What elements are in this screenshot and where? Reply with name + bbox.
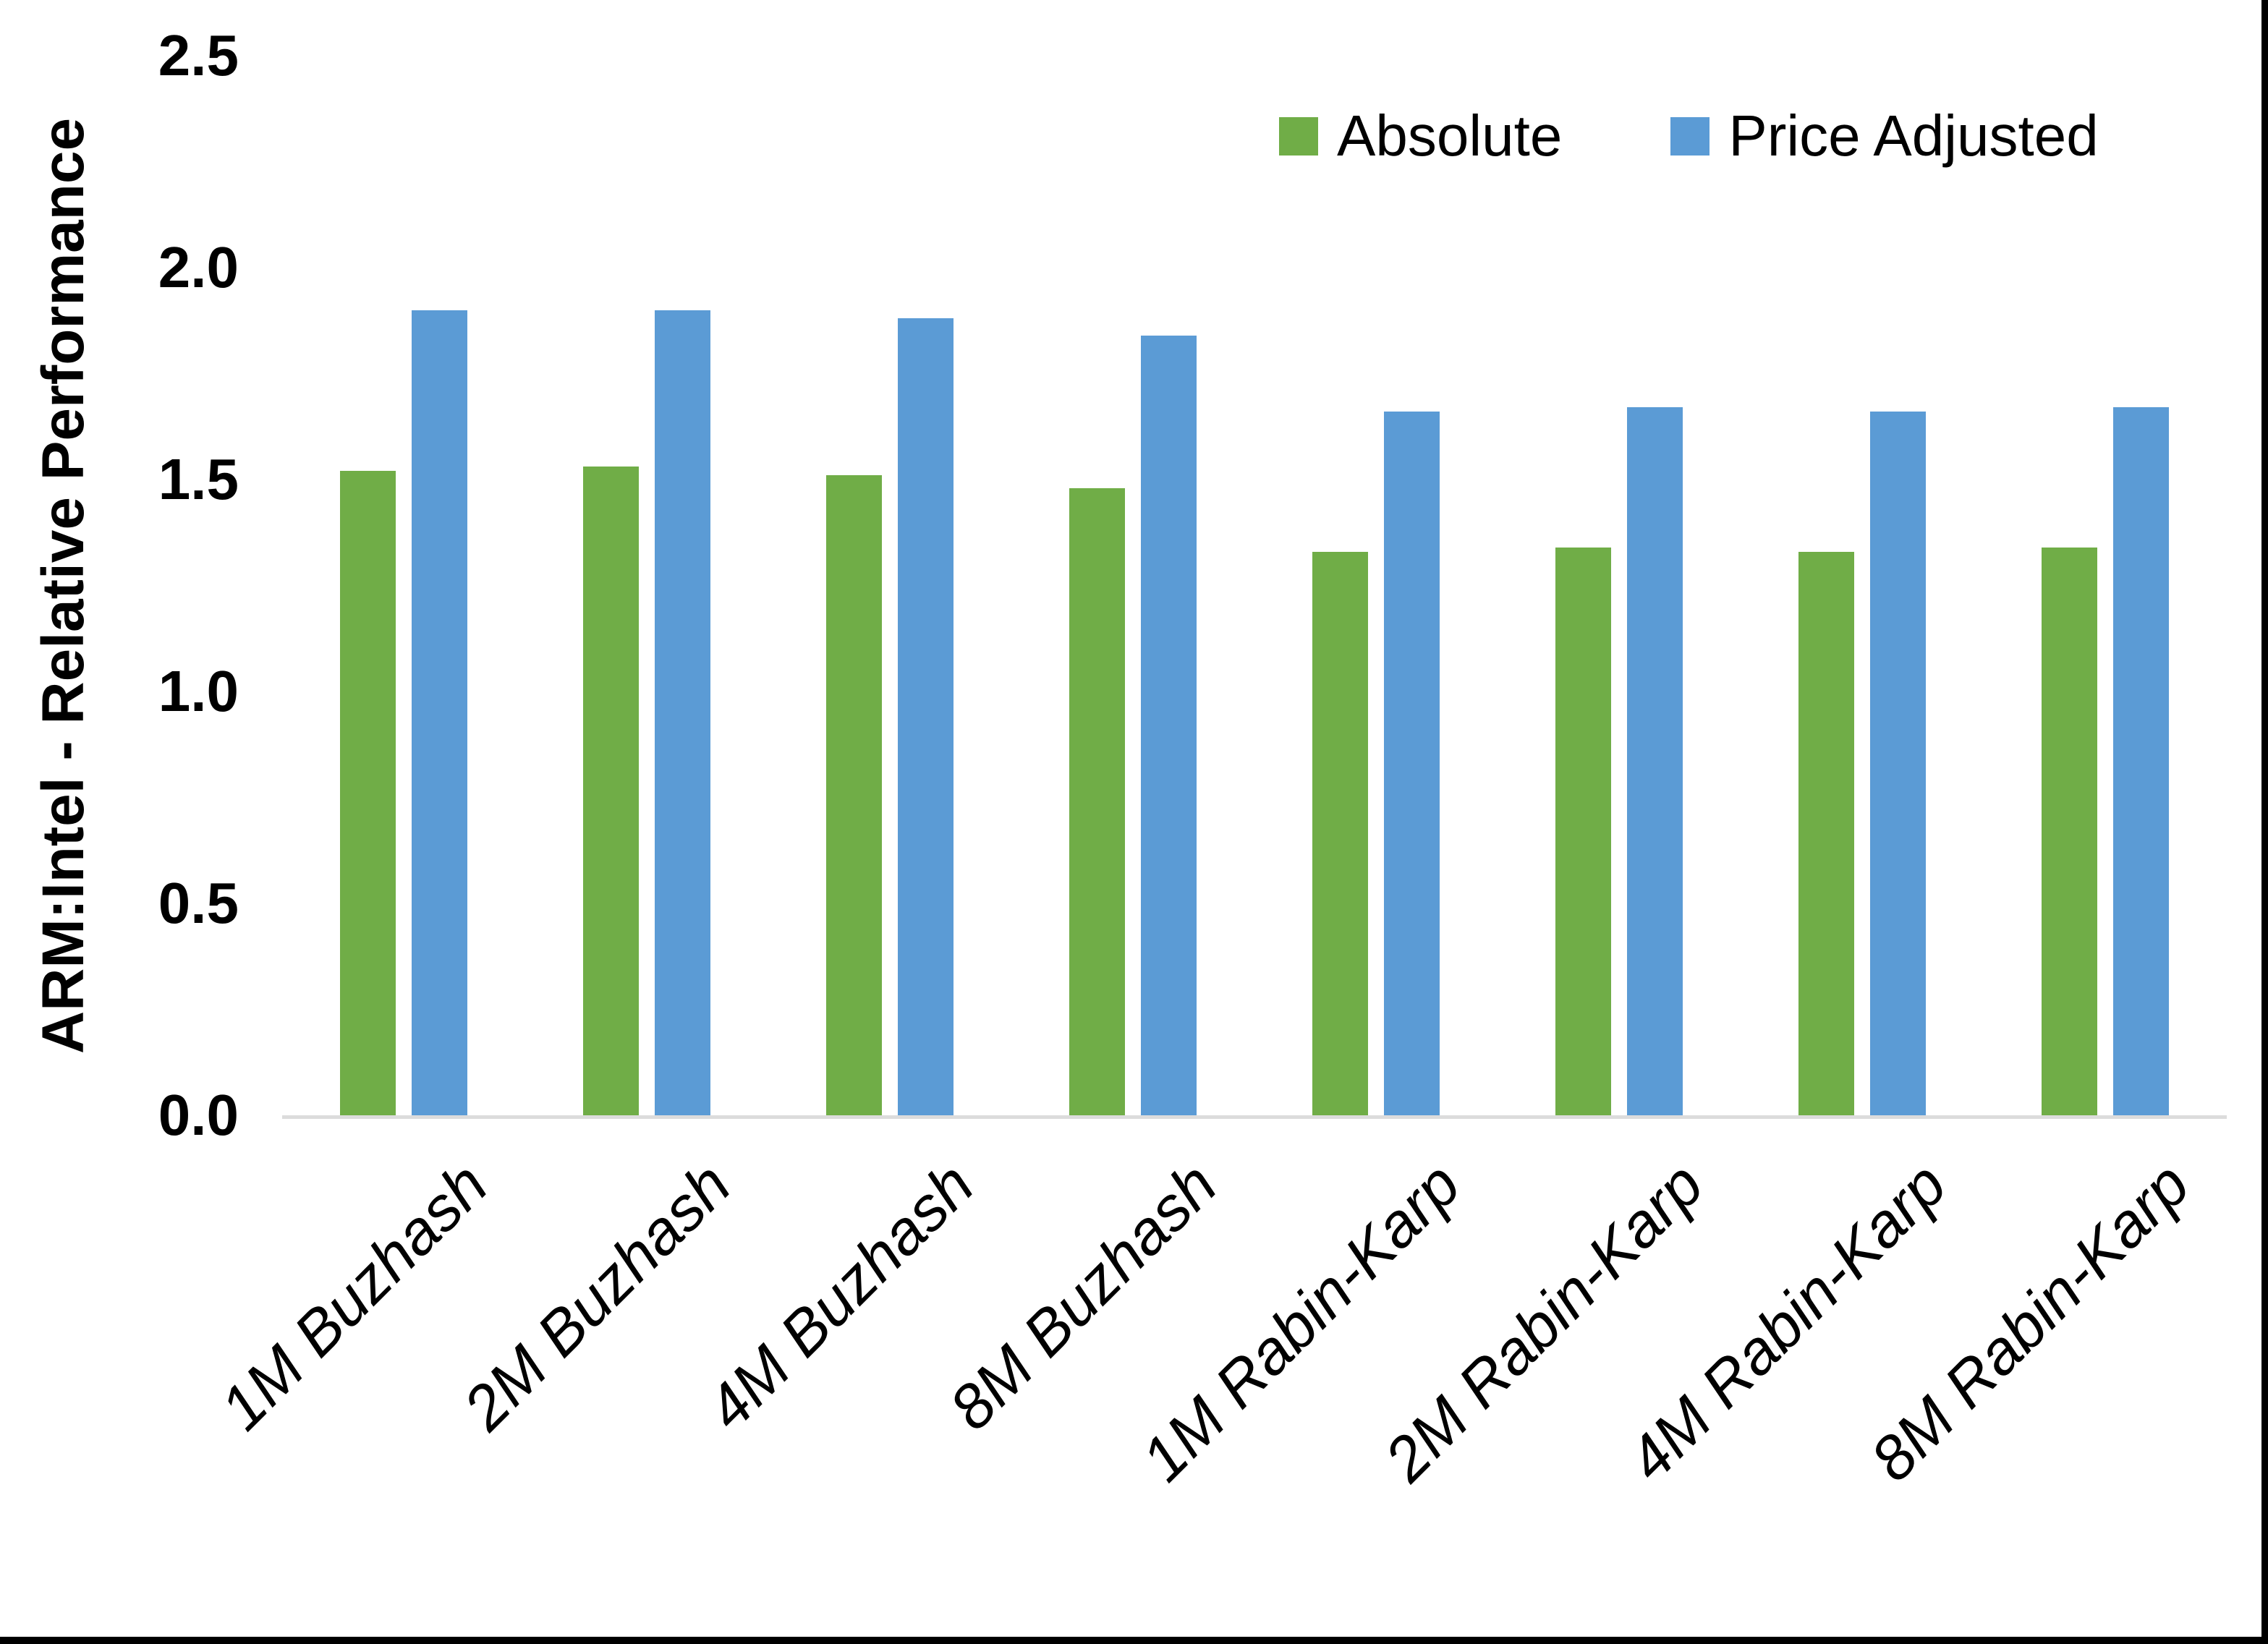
bar-price-adjusted bbox=[1627, 407, 1683, 1115]
bar-group bbox=[282, 56, 525, 1115]
legend-label-price-adjusted: Price Adjusted bbox=[1728, 103, 2099, 168]
bar-group bbox=[1984, 56, 2227, 1115]
bar-absolute bbox=[583, 467, 639, 1115]
bar-absolute bbox=[1555, 547, 1611, 1115]
bar-absolute bbox=[2042, 547, 2097, 1115]
bar-price-adjusted bbox=[898, 318, 954, 1115]
price-adjusted-swatch-icon bbox=[1670, 116, 1710, 156]
plot-area bbox=[282, 56, 2227, 1119]
bar-price-adjusted bbox=[1870, 412, 1926, 1115]
bar-absolute bbox=[826, 475, 882, 1115]
legend: Absolute Price Adjusted bbox=[1279, 107, 2099, 165]
y-tick-label: 2.5 bbox=[158, 23, 239, 88]
bar-group bbox=[768, 56, 1011, 1115]
bar-absolute bbox=[340, 471, 396, 1115]
absolute-swatch-icon bbox=[1279, 116, 1318, 156]
bar-absolute bbox=[1798, 551, 1854, 1115]
bar-group bbox=[525, 56, 768, 1115]
bar-group bbox=[1254, 56, 1498, 1115]
bar-absolute bbox=[1312, 551, 1368, 1115]
legend-item-absolute: Absolute bbox=[1279, 107, 1562, 165]
bar-price-adjusted bbox=[1141, 335, 1197, 1115]
legend-item-price-adjusted: Price Adjusted bbox=[1670, 103, 2099, 168]
bar-group bbox=[1011, 56, 1254, 1115]
y-axis-ticks: 0.0 0.5 1.0 1.5 2.0 2.5 bbox=[0, 27, 239, 1144]
legend-label-absolute: Absolute bbox=[1337, 103, 1563, 168]
y-tick-label: 1.0 bbox=[158, 659, 239, 723]
frame-edge-bottom bbox=[0, 1637, 2268, 1644]
y-tick-label: 1.5 bbox=[158, 447, 239, 511]
bar-absolute bbox=[1069, 487, 1125, 1115]
bar-price-adjusted bbox=[412, 310, 467, 1115]
bar-price-adjusted bbox=[655, 310, 710, 1115]
frame-edge-right bbox=[2261, 0, 2268, 1644]
x-axis-labels: 1M Buzhash 2M Buzhash 4M Buzhash 8M Buzhash… bbox=[207, 1125, 2227, 1631]
bar-group bbox=[1498, 56, 1741, 1115]
bar-group bbox=[1741, 56, 1984, 1115]
y-tick-label: 2.0 bbox=[158, 235, 239, 299]
bar-price-adjusted bbox=[2113, 407, 2169, 1115]
y-tick-label: 0.0 bbox=[158, 1083, 239, 1147]
y-tick-label: 0.5 bbox=[158, 871, 239, 935]
bar-price-adjusted bbox=[1384, 412, 1440, 1115]
